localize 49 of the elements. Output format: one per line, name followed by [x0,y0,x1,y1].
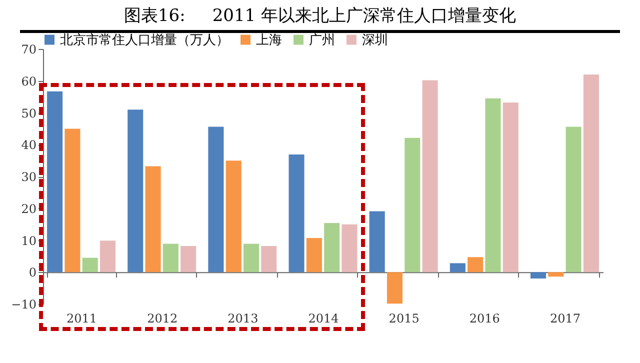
bar [530,272,546,278]
legend-label: 上海 [256,32,282,48]
x-tick-label: 2013 [228,312,258,326]
bar [100,240,116,272]
chart-title: 图表16: 2011 年以来北上广深常住人口增量变化 [20,2,620,33]
y-tick-label: 0 [28,266,36,280]
x-tick-label: 2011 [66,312,98,326]
bar [306,238,322,272]
legend-label: 深圳 [362,32,388,48]
y-tick-label: −10 [11,298,36,312]
x-tick-label: 2012 [147,312,178,326]
y-tick-label: 70 [21,42,36,56]
bar [208,126,224,272]
bar [64,128,80,272]
bar [369,211,385,272]
x-tick-label: 2015 [388,312,420,326]
bar [128,110,144,272]
bar [548,272,564,277]
y-tick-label: 30 [21,170,36,184]
bar [288,154,304,272]
bar [162,244,178,272]
y-tick-label: 20 [21,202,36,216]
bar [324,223,340,272]
bar [422,80,438,272]
bar [180,246,196,272]
bar [82,258,98,272]
bar [226,160,242,272]
y-tick-label: 40 [21,138,36,152]
y-tick-label: 10 [21,234,36,248]
bar [261,246,277,272]
x-tick-label: 2016 [469,312,500,326]
x-tick-label: 2014 [308,312,340,326]
bar [485,98,501,272]
x-tick-label: 2017 [550,312,580,326]
y-tick-label: 60 [21,74,36,88]
bar [502,102,518,272]
legend-label: 广州 [309,32,335,48]
legend-label: 北京市常住人口增量（万人） [60,32,229,48]
bar [386,272,403,304]
bar [583,74,599,272]
bar [404,138,420,272]
bar [468,257,484,272]
bar [145,166,161,272]
bar [450,263,466,272]
y-tick-label: 50 [21,106,36,120]
bar [342,224,358,272]
bar [243,244,260,272]
bar [566,126,582,272]
bar [47,91,63,272]
